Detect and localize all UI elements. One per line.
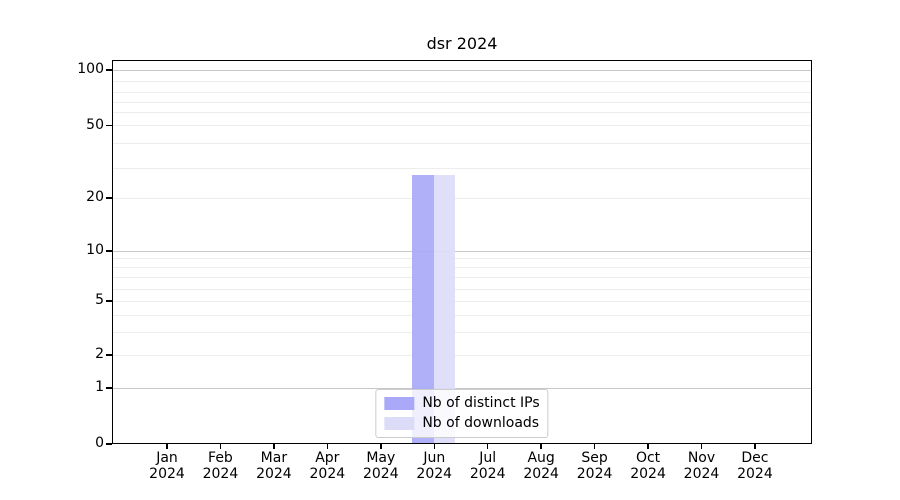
- gridline-y-100: [113, 69, 811, 71]
- gridline-y-50: [113, 125, 811, 126]
- y-tick-mark: [106, 443, 112, 445]
- gridline-y-30: [113, 167, 811, 169]
- x-tick-label-jan: Jan 2024: [149, 450, 185, 482]
- x-tick-label-oct: Oct 2024: [630, 450, 666, 482]
- x-tick-mark: [486, 444, 489, 449]
- gridline-y-5: [113, 300, 811, 302]
- y-tick-label-10: 10: [86, 242, 104, 258]
- x-tick-mark: [219, 444, 222, 449]
- chart-title: dsr 2024: [426, 34, 498, 53]
- gridline-y-40: [113, 142, 811, 144]
- legend-item: Nb of distinct IPs: [384, 395, 540, 412]
- bar-nb-of-distinct-ips-jun-2024: [412, 175, 434, 443]
- x-tick-label-mar: Mar 2024: [256, 450, 292, 482]
- y-tick-label-0: 0: [95, 435, 104, 451]
- x-tick-mark: [754, 444, 756, 449]
- gridline-y-1: [113, 387, 811, 389]
- x-tick-mark: [273, 444, 275, 449]
- gridline-y-90: [113, 80, 811, 82]
- y-tick-label-50: 50: [86, 116, 104, 133]
- y-tick-mark: [106, 354, 112, 356]
- y-tick-mark: [106, 387, 112, 389]
- gridline-y-8: [113, 266, 811, 268]
- plot-area: Nb of distinct IPs Nb of downloads: [112, 60, 812, 444]
- gridline-y-20: [113, 197, 811, 199]
- x-tick-mark: [433, 444, 435, 449]
- y-tick-mark: [106, 250, 112, 252]
- gridline-y-70: [113, 101, 811, 103]
- bar-nb-of-downloads-jun-2024: [433, 175, 456, 443]
- x-tick-mark: [540, 444, 542, 449]
- legend-label: Nb of downloads: [422, 415, 540, 431]
- x-tick-label-dec: Dec 2024: [737, 450, 773, 482]
- x-tick-mark: [380, 444, 382, 449]
- gridline-y-2: [113, 354, 811, 356]
- x-tick-mark: [593, 444, 596, 449]
- x-tick-label-apr: Apr 2024: [309, 450, 346, 482]
- legend-swatch-icon: [384, 397, 415, 410]
- y-tick-label-20: 20: [86, 189, 104, 205]
- legend-swatch-icon: [384, 417, 415, 430]
- gridline-y-60: [113, 111, 811, 113]
- x-tick-label-feb: Feb 2024: [202, 450, 239, 482]
- x-tick-label-jun: Jun 2024: [416, 450, 453, 482]
- legend-label: Nb of distinct IPs: [422, 395, 540, 411]
- x-tick-label-aug: Aug 2024: [523, 450, 559, 482]
- gridline-y-10: [113, 250, 811, 252]
- y-tick-mark: [106, 300, 112, 302]
- gridline-y-3: [113, 331, 811, 333]
- gridline-y-7: [113, 276, 811, 278]
- x-tick-mark: [326, 444, 329, 449]
- gridline-y-9: [113, 257, 811, 259]
- legend-item: Nb of downloads: [384, 415, 539, 432]
- y-tick-label-1: 1: [95, 379, 104, 395]
- gridline-y-80: [113, 91, 811, 93]
- y-tick-mark: [106, 69, 112, 71]
- gridline-y-6: [113, 288, 811, 290]
- x-tick-mark: [700, 444, 703, 449]
- y-tick-label-5: 5: [95, 292, 104, 308]
- gridline-y-4: [113, 314, 811, 316]
- x-tick-mark: [166, 444, 168, 449]
- y-tick-label-100: 100: [77, 61, 104, 77]
- y-tick-mark: [106, 124, 112, 127]
- x-tick-label-nov: Nov 2024: [683, 450, 720, 482]
- x-tick-label-jul: Jul 2024: [469, 450, 506, 482]
- x-tick-mark: [647, 444, 649, 449]
- y-tick-mark: [106, 197, 112, 199]
- y-tick-label-2: 2: [95, 346, 104, 362]
- x-tick-label-may: May 2024: [362, 450, 399, 482]
- legend: Nb of distinct IPs Nb of downloads: [375, 389, 549, 438]
- x-tick-label-sep: Sep 2024: [576, 450, 613, 482]
